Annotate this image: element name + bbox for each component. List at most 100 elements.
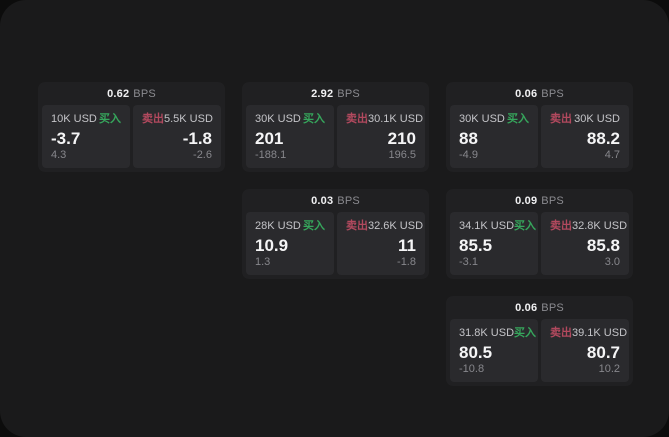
bps-unit-label: BPS: [133, 87, 156, 100]
sell-change: 10.2: [598, 363, 620, 375]
bps-value: 0.62: [107, 87, 130, 100]
card-body: 30K USD 买入 201 -188.1 卖出 30.1K USD 210 1…: [242, 105, 429, 172]
sell-tile-top-row: 卖出 30K USD: [550, 113, 620, 126]
buy-side-label: 买入: [303, 113, 325, 125]
buy-size: 31.8K USD: [459, 327, 515, 339]
buy-tile-top-row: 34.1K USD 买入: [459, 220, 536, 233]
bps-value: 2.92: [311, 87, 334, 100]
bps-unit-label: BPS: [337, 194, 360, 207]
buy-tile-top-row: 30K USD 买入: [459, 113, 529, 126]
buy-side-label: 买入: [303, 220, 325, 232]
card-header: 0.62 BPS: [38, 82, 225, 105]
buy-size: 30K USD: [459, 113, 505, 125]
spread-card: 0.09 BPS 34.1K USD 买入 85.5 -3.1 卖出 32.8K…: [446, 189, 633, 279]
spread-card: 2.92 BPS 30K USD 买入 201 -188.1 卖出 30.1K …: [242, 82, 429, 172]
sell-side-label: 卖出: [550, 113, 572, 125]
card-body: 30K USD 买入 88 -4.9 卖出 30K USD 88.2 4.7: [446, 105, 633, 172]
buy-tile-top-row: 28K USD 买入: [255, 220, 325, 233]
card-header: 2.92 BPS: [242, 82, 429, 105]
sell-change: 3.0: [604, 256, 620, 268]
sell-quote-tile[interactable]: 卖出 39.1K USD 80.7 10.2: [541, 319, 629, 382]
sell-tile-top-row: 卖出 5.5K USD: [142, 113, 213, 126]
card-header: 0.09 BPS: [446, 189, 633, 212]
sell-tile-top-row: 卖出 32.8K USD: [550, 220, 627, 233]
buy-price: 85.5: [459, 236, 493, 255]
sell-size: 39.1K USD: [572, 327, 628, 339]
sell-price: 11: [398, 236, 416, 255]
sell-quote-tile[interactable]: 卖出 5.5K USD -1.8 -2.6: [133, 105, 221, 168]
buy-side-label: 买入: [507, 113, 529, 125]
quote-grid: 0.62 BPS 10K USD 买入 -3.7 4.3 卖出 5.5K USD: [38, 82, 633, 386]
bps-value: 0.06: [515, 301, 538, 314]
card-body: 10K USD 买入 -3.7 4.3 卖出 5.5K USD -1.8 -2.…: [38, 105, 225, 172]
spread-card: 0.06 BPS 30K USD 买入 88 -4.9 卖出 30K USD: [446, 82, 633, 172]
sell-change: 196.5: [388, 149, 416, 161]
card-body: 31.8K USD 买入 80.5 -10.8 卖出 39.1K USD 80.…: [446, 319, 633, 386]
sell-quote-tile[interactable]: 卖出 30.1K USD 210 196.5: [337, 105, 425, 168]
buy-change: -10.8: [459, 363, 485, 375]
buy-quote-tile[interactable]: 34.1K USD 买入 85.5 -3.1: [450, 212, 538, 275]
buy-quote-tile[interactable]: 30K USD 买入 88 -4.9: [450, 105, 538, 168]
sell-change: -1.8: [397, 256, 416, 268]
buy-size: 34.1K USD: [459, 220, 515, 232]
buy-change: -3.1: [459, 256, 478, 268]
sell-quote-tile[interactable]: 卖出 32.8K USD 85.8 3.0: [541, 212, 629, 275]
buy-change: -4.9: [459, 149, 478, 161]
card-header: 0.06 BPS: [446, 296, 633, 319]
sell-quote-tile[interactable]: 卖出 32.6K USD 11 -1.8: [337, 212, 425, 275]
buy-quote-tile[interactable]: 10K USD 买入 -3.7 4.3: [42, 105, 130, 168]
buy-size: 28K USD: [255, 220, 301, 232]
spread-card: 0.03 BPS 28K USD 买入 10.9 1.3 卖出 32.6K US…: [242, 189, 429, 279]
sell-side-label: 卖出: [346, 113, 368, 125]
sell-quote-tile[interactable]: 卖出 30K USD 88.2 4.7: [541, 105, 629, 168]
sell-side-label: 卖出: [142, 113, 164, 125]
buy-size: 10K USD: [51, 113, 97, 125]
buy-tile-top-row: 31.8K USD 买入: [459, 327, 536, 340]
buy-price: -3.7: [51, 129, 81, 148]
sell-price: 85.8: [586, 236, 620, 255]
card-body: 34.1K USD 买入 85.5 -3.1 卖出 32.8K USD 85.8…: [446, 212, 633, 279]
sell-side-label: 卖出: [550, 327, 572, 339]
bps-unit-label: BPS: [541, 194, 564, 207]
buy-price: 201: [255, 129, 284, 148]
spread-card: 0.06 BPS 31.8K USD 买入 80.5 -10.8 卖出 39.1…: [446, 296, 633, 386]
buy-side-label: 买入: [514, 220, 537, 232]
sell-price: 210: [387, 129, 416, 148]
sell-size: 30.1K USD: [368, 113, 424, 125]
buy-side-label: 买入: [99, 113, 121, 125]
buy-quote-tile[interactable]: 30K USD 买入 201 -188.1: [246, 105, 334, 168]
buy-price: 80.5: [459, 343, 493, 362]
buy-quote-tile[interactable]: 31.8K USD 买入 80.5 -10.8: [450, 319, 538, 382]
buy-side-label: 买入: [514, 327, 537, 339]
buy-change: 1.3: [255, 256, 271, 268]
sell-price: 88.2: [586, 129, 620, 148]
buy-quote-tile[interactable]: 28K USD 买入 10.9 1.3: [246, 212, 334, 275]
sell-side-label: 卖出: [346, 220, 368, 232]
buy-tile-top-row: 30K USD 买入: [255, 113, 325, 126]
spread-card: 0.62 BPS 10K USD 买入 -3.7 4.3 卖出 5.5K USD: [38, 82, 225, 172]
card-body: 28K USD 买入 10.9 1.3 卖出 32.6K USD 11 -1.8: [242, 212, 429, 279]
sell-tile-top-row: 卖出 30.1K USD: [346, 113, 423, 126]
buy-change: 4.3: [51, 149, 67, 161]
bps-unit-label: BPS: [337, 87, 360, 100]
sell-side-label: 卖出: [550, 220, 572, 232]
card-header: 0.03 BPS: [242, 189, 429, 212]
bps-unit-label: BPS: [541, 301, 564, 314]
sell-size: 32.8K USD: [572, 220, 628, 232]
sell-size: 5.5K USD: [164, 113, 213, 125]
sell-tile-top-row: 卖出 32.6K USD: [346, 220, 423, 233]
sell-size: 30K USD: [574, 113, 620, 125]
bps-value: 0.06: [515, 87, 538, 100]
buy-size: 30K USD: [255, 113, 301, 125]
buy-price: 88: [459, 129, 478, 148]
sell-change: 4.7: [604, 149, 620, 161]
sell-price: 80.7: [586, 343, 620, 362]
bps-unit-label: BPS: [541, 87, 564, 100]
sell-price: -1.8: [182, 129, 212, 148]
card-header: 0.06 BPS: [446, 82, 633, 105]
sell-size: 32.6K USD: [368, 220, 424, 232]
buy-change: -188.1: [255, 149, 287, 161]
sell-tile-top-row: 卖出 39.1K USD: [550, 327, 627, 340]
bps-value: 0.09: [515, 194, 538, 207]
